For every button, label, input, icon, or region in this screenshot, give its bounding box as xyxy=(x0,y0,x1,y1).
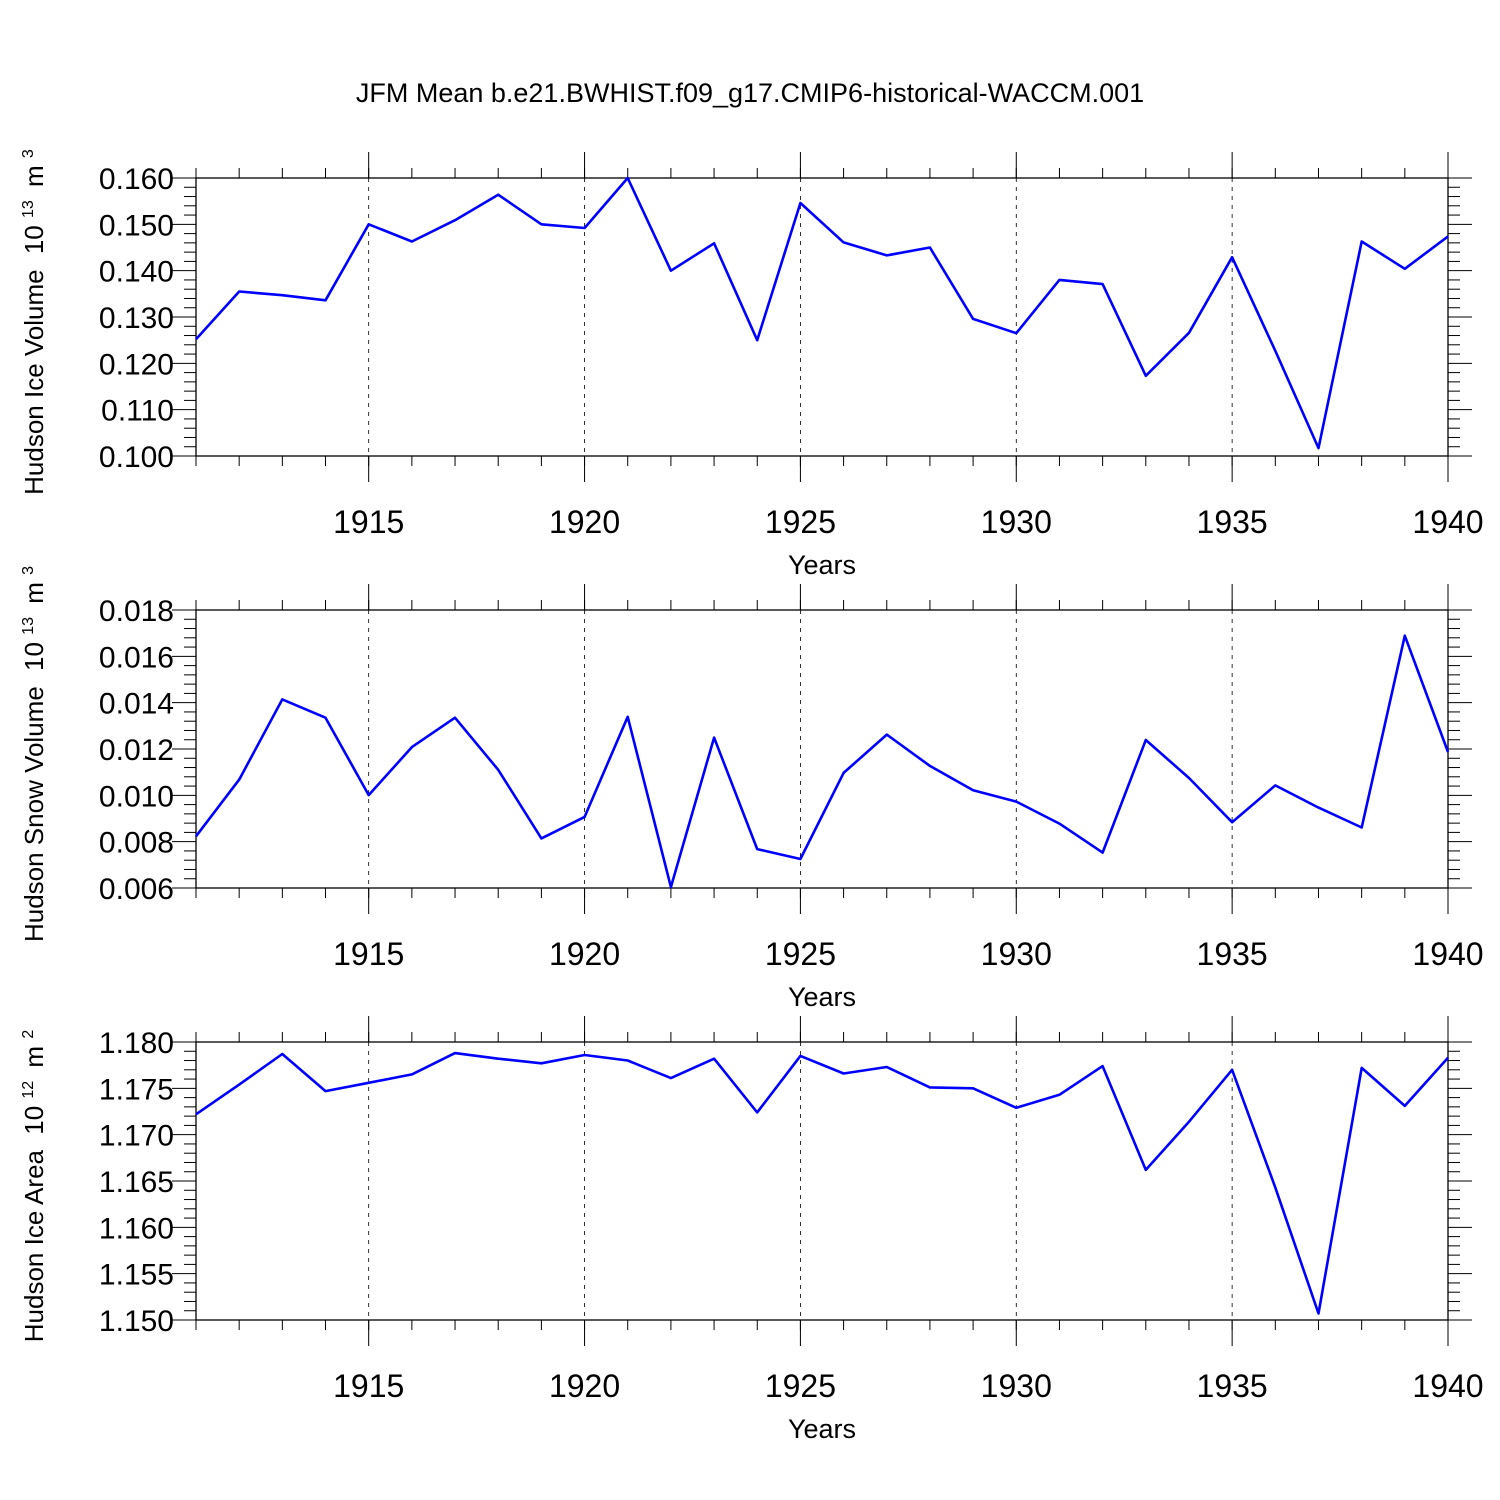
ice-volume-line xyxy=(195,176,1449,450)
y-tick-labels: 0.100 0.110 0.120 0.130 0.140 0.150 0.160 xyxy=(99,163,174,474)
y-tick-label: 0.160 xyxy=(99,163,174,196)
panel-snow-volume: 0.006 0.008 0.010 0.012 0.014 0.016 0.018 1915… xyxy=(9,566,1484,1012)
y-tick-label: 1.160 xyxy=(99,1212,174,1245)
y-axis-title-name: Hudson Ice Volume xyxy=(19,269,49,494)
y-tick-label: 0.016 xyxy=(99,641,174,674)
y-axis-unit-power: 3 xyxy=(20,566,37,575)
x-tick-label: 1935 xyxy=(1197,1368,1268,1404)
plot-frame xyxy=(195,1041,1449,1321)
x-tick-label: 1935 xyxy=(1197,936,1268,972)
y-tick-label: 1.180 xyxy=(99,1027,174,1060)
y-tick-label: 1.175 xyxy=(99,1073,174,1106)
y-tick-label: 1.155 xyxy=(99,1259,174,1292)
x-tick-labels: 1915 1920 1925 1930 1935 1940 xyxy=(333,1368,1483,1404)
x-gridlines xyxy=(368,610,1233,888)
x-gridlines xyxy=(368,1042,1233,1320)
x-tick-labels: 1915 1920 1925 1930 1935 1940 xyxy=(333,936,1483,972)
y-axis-unit-symbol: m xyxy=(19,1046,49,1068)
y-axis-unit-exponent: 13 xyxy=(20,200,37,218)
y-axis-unit-symbol: m xyxy=(19,582,49,604)
x-tick-label: 1915 xyxy=(333,936,404,972)
y-axis-unit-power: 2 xyxy=(20,1030,37,1039)
y-axis-title-name: Hudson Snow Volume xyxy=(19,686,49,942)
y-axis-unit-base: 10 xyxy=(19,225,49,254)
ice-area-line xyxy=(195,1051,1449,1315)
x-tick-label: 1930 xyxy=(981,936,1052,972)
y-axis-unit-power: 3 xyxy=(20,149,37,158)
x-tick-label: 1920 xyxy=(549,504,620,540)
x-tick-label: 1940 xyxy=(1412,936,1483,972)
x-axis-title: Years xyxy=(788,550,856,580)
x-axis-title: Years xyxy=(788,1414,856,1444)
y-tick-label: 0.110 xyxy=(101,395,174,428)
y-tick-label: 1.170 xyxy=(99,1120,174,1153)
x-tick-label: 1920 xyxy=(549,936,620,972)
figure-title: JFM Mean b.e21.BWHIST.f09_g17.CMIP6-hist… xyxy=(355,78,1145,108)
axis-ticks xyxy=(172,1016,1472,1346)
y-axis-unit-exponent: 12 xyxy=(20,1081,37,1099)
x-gridlines xyxy=(368,178,1233,456)
y-tick-label: 1.165 xyxy=(99,1166,174,1199)
axis-ticks xyxy=(172,152,1472,482)
snow-volume-line xyxy=(194,634,1450,889)
y-axis-title: Hudson Ice Area 10 12 m 2 xyxy=(9,1030,49,1343)
y-tick-labels: 0.006 0.008 0.010 0.012 0.014 0.016 0.018 xyxy=(99,595,174,906)
y-axis-title: Hudson Snow Volume 10 13 m 3 xyxy=(9,566,49,942)
y-tick-label: 0.100 xyxy=(99,441,174,474)
plot-frame xyxy=(195,177,1449,457)
y-axis-title-name: Hudson Ice Area xyxy=(19,1149,49,1342)
x-tick-label: 1915 xyxy=(333,1368,404,1404)
x-tick-label: 1930 xyxy=(981,504,1052,540)
y-axis-unit-base: 10 xyxy=(19,1106,49,1135)
panel-ice-area: 1.150 1.155 1.160 1.165 1.170 1.175 1.180 1915… xyxy=(9,1016,1484,1444)
y-axis-title: Hudson Ice Volume 10 13 m 3 xyxy=(9,149,49,495)
y-tick-label: 0.010 xyxy=(99,780,174,813)
plot-frame xyxy=(195,609,1449,889)
y-tick-label: 0.130 xyxy=(99,302,174,335)
y-tick-label: 0.006 xyxy=(99,873,174,906)
y-tick-label: 0.140 xyxy=(99,256,174,289)
y-tick-label: 0.014 xyxy=(99,688,174,721)
x-tick-label: 1930 xyxy=(981,1368,1052,1404)
y-tick-label: 1.150 xyxy=(99,1305,174,1338)
y-tick-labels: 1.150 1.155 1.160 1.165 1.170 1.175 1.180 xyxy=(99,1027,174,1338)
y-tick-label: 0.150 xyxy=(99,209,174,242)
y-axis-unit-base: 10 xyxy=(19,642,49,671)
x-tick-labels: 1915 1920 1925 1930 1935 1940 xyxy=(333,504,1483,540)
y-tick-label: 0.018 xyxy=(99,595,174,628)
x-tick-label: 1940 xyxy=(1412,504,1483,540)
y-tick-label: 0.012 xyxy=(99,734,174,767)
x-tick-label: 1925 xyxy=(765,936,836,972)
x-tick-label: 1925 xyxy=(765,1368,836,1404)
x-tick-label: 1935 xyxy=(1197,504,1268,540)
x-tick-label: 1920 xyxy=(549,1368,620,1404)
y-axis-unit-exponent: 13 xyxy=(20,617,37,635)
y-tick-label: 0.008 xyxy=(99,827,174,860)
x-tick-label: 1925 xyxy=(765,504,836,540)
y-axis-unit-symbol: m xyxy=(19,165,49,187)
axis-ticks xyxy=(172,584,1472,914)
y-tick-label: 0.120 xyxy=(99,348,174,381)
x-tick-label: 1915 xyxy=(333,504,404,540)
x-tick-label: 1940 xyxy=(1412,1368,1483,1404)
panel-ice-volume: 0.100 0.110 0.120 0.130 0.140 0.150 0.160 1915… xyxy=(9,149,1484,580)
x-axis-title: Years xyxy=(788,982,856,1012)
